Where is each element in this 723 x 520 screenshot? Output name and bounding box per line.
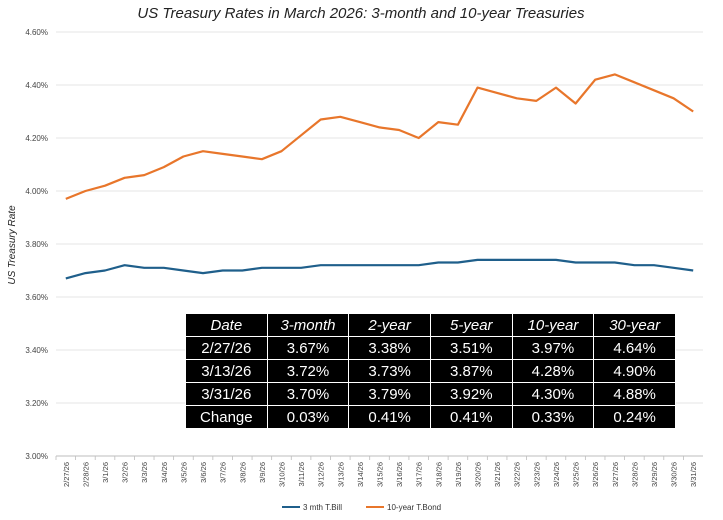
x-tick-label: 3/14/26 [356,462,365,487]
x-tick-label: 3/5/26 [179,462,188,483]
x-tick-label: 3/30/26 [670,462,679,487]
table-row: 3/31/26 3.70% 3.79% 3.92% 4.30% 4.88% [185,382,676,406]
x-tick-label: 3/29/26 [650,462,659,487]
x-tick-label: 2/27/26 [62,462,71,487]
y-tick-label: 3.60% [25,293,48,302]
table-cell: 3.70% [266,382,350,406]
x-tick-label: 3/16/26 [395,462,404,487]
x-tick-label: 3/1/26 [101,462,110,483]
x-tick-label: 3/2/26 [121,462,130,483]
x-tick-label: 3/20/26 [474,462,483,487]
table-cell: 0.03% [266,405,350,429]
gridlines [56,31,703,457]
series-line [65,73,694,200]
table-header-cell: 30-year [593,313,676,337]
x-tick-label: 3/8/26 [238,462,247,483]
y-tick-label: 3.40% [25,346,48,355]
table-cell: 3.87% [429,359,513,383]
y-tick-label: 3.80% [25,240,48,249]
x-tick-label: 3/15/26 [376,462,385,487]
legend: 3 mth T.Bill 10-year T.Bond [282,503,441,512]
table-row: 3/13/26 3.72% 3.73% 3.87% 4.28% 4.90% [185,359,676,383]
y-tick-label: 4.40% [25,81,48,90]
x-tick-label: 3/9/26 [258,462,267,483]
y-tick-label: 3.20% [25,399,48,408]
x-tick-label: 3/11/26 [297,462,306,486]
x-tick-label: 3/24/26 [552,462,561,487]
y-tick-label: 3.00% [25,452,48,461]
x-tick-label: 3/22/26 [513,462,522,487]
table-cell: 4.30% [511,382,595,406]
x-axis-ticks: 2/27/26 2/28/26 3/1/26 3/2/26 3/3/26 3/4/26 3/… [55,456,698,487]
x-tick-label: 3/19/26 [454,462,463,487]
y-axis-label: US Treasury Rate [7,205,18,285]
x-tick-label: 3/4/26 [160,462,169,483]
table-cell: 3.38% [348,336,431,360]
table-header-cell: 2-year [348,313,431,337]
table-cell: 2/27/26 [185,336,268,360]
table-cell: 4.88% [593,382,676,406]
table-cell: 0.41% [429,405,513,429]
series-lines [65,73,694,280]
table-cell: 3/13/26 [185,359,268,383]
legend-label: 10-year T.Bond [387,503,441,512]
x-tick-label: 3/25/26 [572,462,581,487]
table-header-cell: 10-year [511,313,595,337]
x-tick-label: 3/17/26 [415,462,424,487]
table-cell: 0.24% [593,405,676,429]
table-header-cell: 3-month [266,313,350,337]
table-cell: 3.97% [511,336,595,360]
table-cell: 3.72% [266,359,350,383]
table-cell: 4.90% [593,359,676,383]
chart-title: US Treasury Rates in March 2026: 3-month… [137,5,585,22]
table-cell: 4.28% [511,359,595,383]
x-tick-label: 3/26/26 [591,462,600,487]
x-tick-label: 3/12/26 [317,462,326,487]
table-cell: 3.79% [348,382,431,406]
rates-table: Date 3-month 2-year 5-year 10-year 30-ye… [185,313,676,429]
y-tick-label: 4.00% [25,187,48,196]
table-cell: 0.33% [511,405,595,429]
table-header-cell: 5-year [429,313,513,337]
table-row: Change 0.03% 0.41% 0.41% 0.33% 0.24% [185,405,676,429]
x-tick-label: 3/21/26 [493,462,502,487]
x-tick-label: 3/31/26 [689,462,698,487]
y-tick-label: 4.20% [25,134,48,143]
table-header-cell: Date [185,313,268,337]
x-tick-label: 2/28/26 [81,462,90,487]
x-tick-label: 3/18/26 [434,462,443,487]
table-cell: 3.67% [266,336,350,360]
x-tick-label: 3/6/26 [199,462,208,483]
table-cell: 4.64% [593,336,676,360]
y-tick-label: 4.60% [25,28,48,37]
x-tick-label: 3/27/26 [611,462,620,487]
legend-label: 3 mth T.Bill [303,503,342,512]
table-row: 2/27/26 3.67% 3.38% 3.51% 3.97% 4.64% [185,336,676,360]
series-line [65,258,694,280]
y-axis-ticks: 3.00% 3.20% 3.40% 3.60% 3.80% 4.00% 4.20% 4.40%… [25,28,48,461]
x-tick-label: 3/3/26 [140,462,149,483]
x-tick-label: 3/28/26 [630,462,639,487]
table-cell: 3.73% [348,359,431,383]
x-tick-label: 3/23/26 [532,462,541,487]
table-header-row: Date 3-month 2-year 5-year 10-year 30-ye… [185,313,676,337]
table-cell: 3.51% [429,336,513,360]
x-tick-label: 3/10/26 [277,462,286,487]
table-cell: 3/31/26 [185,382,268,406]
x-tick-label: 3/13/26 [336,462,345,487]
x-tick-label: 3/7/26 [219,462,228,483]
table-cell: 0.41% [348,405,431,429]
table-cell: 3.92% [429,382,513,406]
table-cell: Change [185,405,268,429]
